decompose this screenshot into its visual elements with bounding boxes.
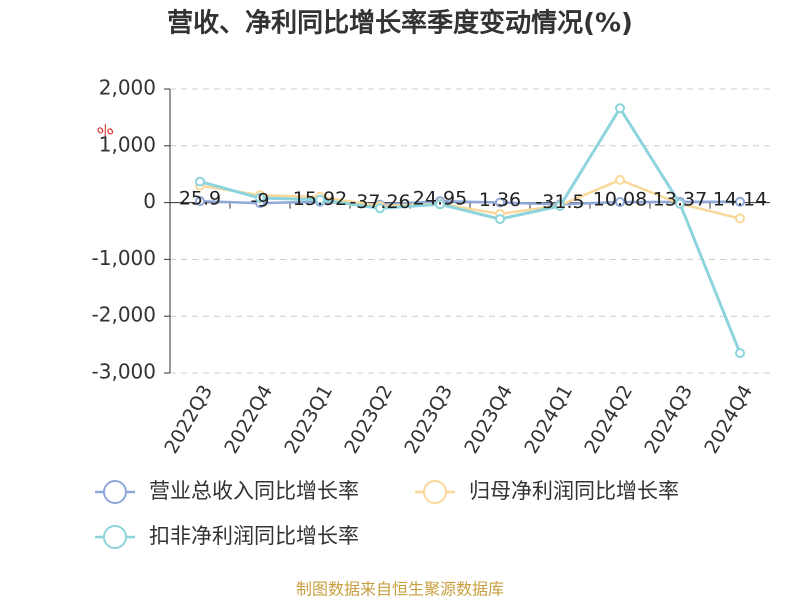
y-tick-label: -2,000 xyxy=(92,303,156,327)
y-tick-label: 2,000 xyxy=(99,76,156,100)
data-point xyxy=(255,193,265,204)
series-line xyxy=(199,105,742,354)
source-note: 制图数据来自恒生聚源数据库 xyxy=(296,580,504,599)
x-tick-label: 2024Q2 xyxy=(580,381,637,457)
data-point xyxy=(495,214,505,225)
y-tick-label: 1,000 xyxy=(99,132,156,156)
chart-title: 营收、净利同比增长率季度变动情况(%) xyxy=(167,8,633,39)
data-label: 10.08 xyxy=(593,189,647,211)
data-point xyxy=(315,194,325,205)
data-label: 15.92 xyxy=(293,188,347,210)
y-tick-label: 0 xyxy=(143,189,156,213)
data-point xyxy=(675,198,685,209)
data-point xyxy=(195,196,205,207)
data-label: 25.9 xyxy=(179,188,221,210)
legend-label: 归母净利润同比增长率 xyxy=(469,479,679,503)
data-point xyxy=(735,348,745,359)
x-tick-label: 2022Q3 xyxy=(160,381,217,457)
legend-marker xyxy=(103,480,127,504)
data-point xyxy=(615,103,625,114)
data-point xyxy=(375,203,385,214)
data-point xyxy=(615,197,625,208)
x-tick-label: 2024Q1 xyxy=(520,381,577,457)
data-label: 14.14 xyxy=(713,188,767,210)
legend-marker xyxy=(423,480,447,504)
data-label: -9 xyxy=(251,190,270,212)
data-label: -31.5 xyxy=(535,191,584,213)
data-point xyxy=(495,197,505,208)
data-label: 1.36 xyxy=(479,189,521,211)
y-tick-label: -3,000 xyxy=(92,360,156,384)
data-point xyxy=(735,213,745,224)
data-label: 24.95 xyxy=(413,188,467,210)
legend-label: 扣非净利润同比增长率 xyxy=(149,524,359,548)
x-tick-label: 2024Q3 xyxy=(640,381,697,457)
data-point xyxy=(615,174,625,185)
y-tick-label: -1,000 xyxy=(92,246,156,270)
data-point xyxy=(435,199,445,210)
data-point xyxy=(735,196,745,207)
data-label: -37.26 xyxy=(349,191,410,213)
data-label: 13.37 xyxy=(653,188,707,210)
x-tick-label: 2023Q1 xyxy=(280,381,337,457)
x-tick-label: 2024Q4 xyxy=(700,381,757,457)
x-tick-label: 2023Q4 xyxy=(460,381,517,457)
legend-label: 营业总收入同比增长率 xyxy=(149,479,359,503)
legend-marker xyxy=(103,525,127,549)
x-tick-label: 2022Q4 xyxy=(220,381,277,457)
data-point xyxy=(555,201,565,212)
x-tick-label: 2023Q3 xyxy=(400,381,457,457)
series-line xyxy=(199,199,741,206)
series-line xyxy=(199,178,741,220)
x-tick-label: 2023Q2 xyxy=(340,381,397,457)
data-point xyxy=(195,176,205,187)
